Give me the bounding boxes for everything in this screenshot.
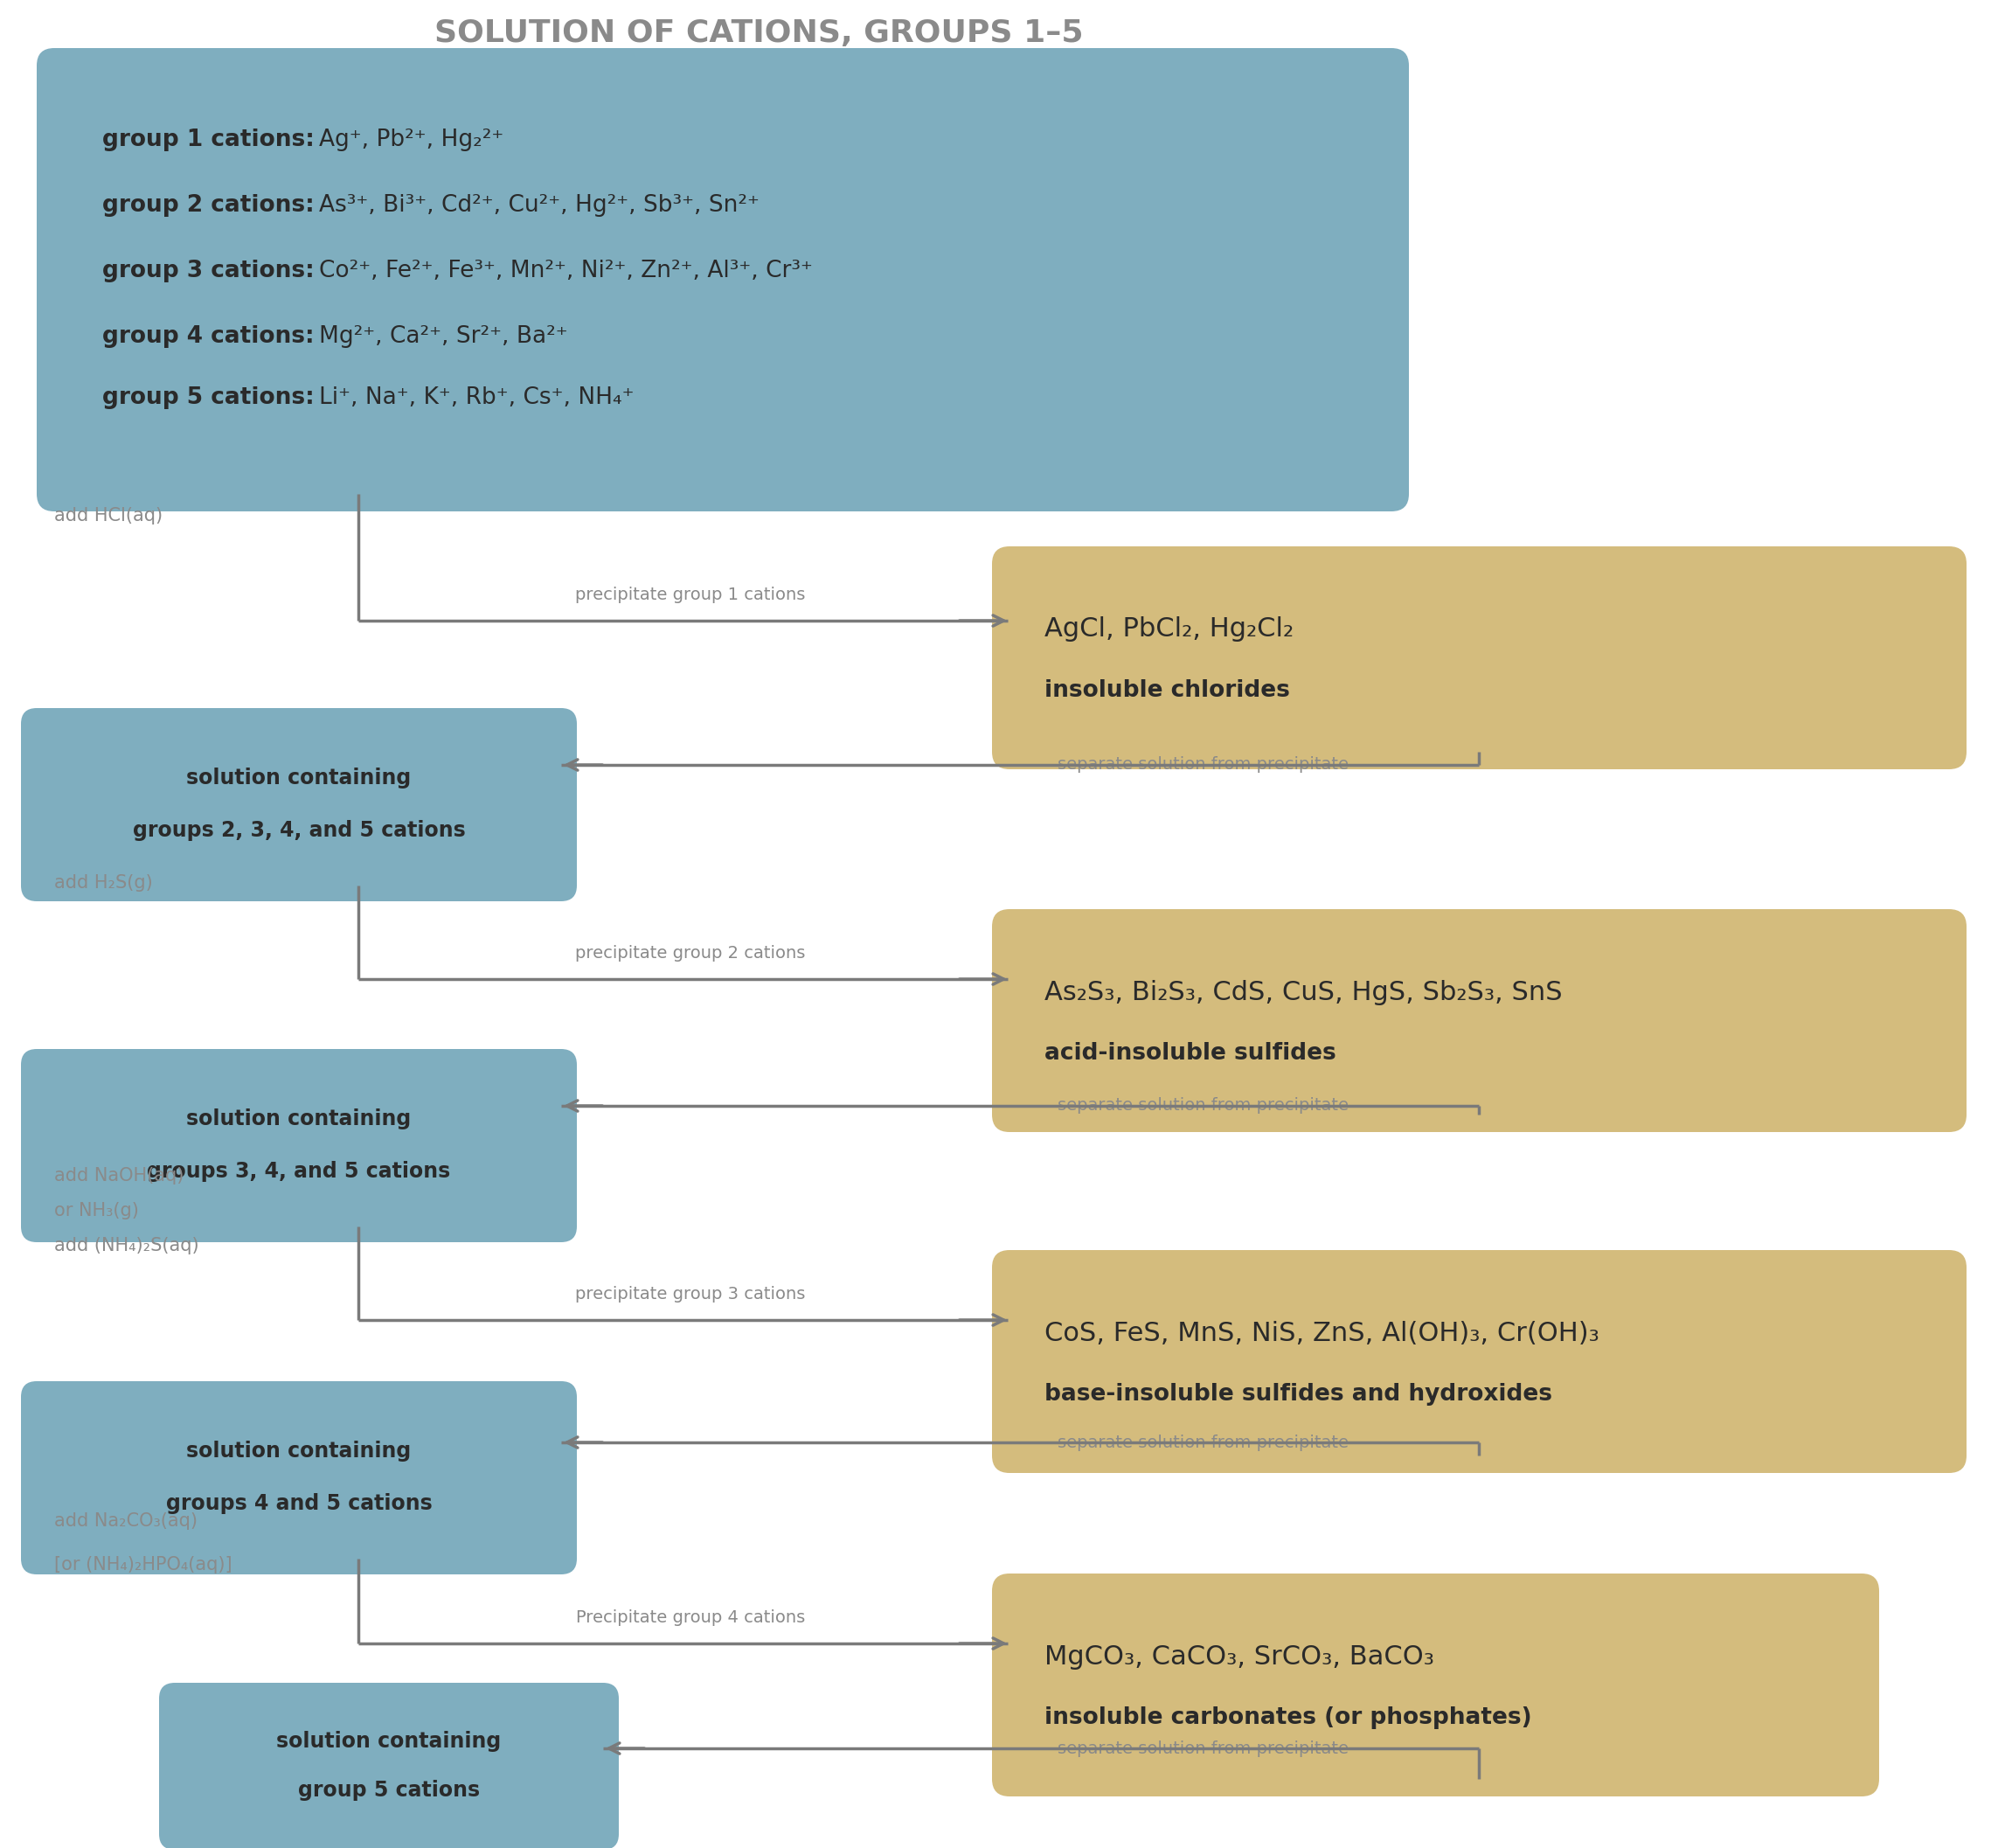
- Text: AgCl, PbCl₂, Hg₂Cl₂: AgCl, PbCl₂, Hg₂Cl₂: [1045, 617, 1293, 641]
- FancyBboxPatch shape: [160, 1684, 619, 1848]
- Text: add (NH₄)₂S(aq): add (NH₄)₂S(aq): [54, 1236, 200, 1255]
- Text: separate solution from precipitate: separate solution from precipitate: [1057, 1434, 1349, 1451]
- FancyBboxPatch shape: [20, 1380, 577, 1574]
- Text: acid-insoluble sulfides: acid-insoluble sulfides: [1045, 1042, 1337, 1064]
- Text: separate solution from precipitate: separate solution from precipitate: [1057, 1098, 1349, 1114]
- Text: group 1 cations:: group 1 cations:: [102, 129, 322, 152]
- Text: solution containing: solution containing: [186, 1109, 412, 1129]
- Text: group 3 cations:: group 3 cations:: [102, 259, 322, 283]
- Text: groups 3, 4, and 5 cations: groups 3, 4, and 5 cations: [148, 1161, 452, 1183]
- Text: group 5 cations:: group 5 cations:: [102, 386, 322, 408]
- Text: precipitate group 2 cations: precipitate group 2 cations: [575, 944, 805, 961]
- Text: group 5 cations: group 5 cations: [298, 1780, 480, 1800]
- Text: insoluble chlorides: insoluble chlorides: [1045, 680, 1291, 702]
- Text: add Na₂CO₃(aq): add Na₂CO₃(aq): [54, 1512, 198, 1530]
- Text: add NaOH(aq): add NaOH(aq): [54, 1168, 184, 1185]
- Text: group 4 cations:: group 4 cations:: [102, 325, 322, 347]
- Text: As₂S₃, Bi₂S₃, CdS, CuS, HgS, Sb₂S₃, SnS: As₂S₃, Bi₂S₃, CdS, CuS, HgS, Sb₂S₃, SnS: [1045, 979, 1562, 1005]
- Text: add H₂S(g): add H₂S(g): [54, 874, 152, 891]
- Text: Co²⁺, Fe²⁺, Fe³⁺, Mn²⁺, Ni²⁺, Zn²⁺, Al³⁺, Cr³⁺: Co²⁺, Fe²⁺, Fe³⁺, Mn²⁺, Ni²⁺, Zn²⁺, Al³⁺…: [320, 259, 813, 283]
- Text: Mg²⁺, Ca²⁺, Sr²⁺, Ba²⁺: Mg²⁺, Ca²⁺, Sr²⁺, Ba²⁺: [320, 325, 567, 347]
- Text: separate solution from precipitate: separate solution from precipitate: [1057, 1741, 1349, 1757]
- Text: base-insoluble sulfides and hydroxides: base-insoluble sulfides and hydroxides: [1045, 1382, 1552, 1406]
- Text: separate solution from precipitate: separate solution from precipitate: [1057, 756, 1349, 772]
- FancyBboxPatch shape: [36, 48, 1409, 512]
- Text: group 2 cations:: group 2 cations:: [102, 194, 322, 216]
- Text: Li⁺, Na⁺, K⁺, Rb⁺, Cs⁺, NH₄⁺: Li⁺, Na⁺, K⁺, Rb⁺, Cs⁺, NH₄⁺: [320, 386, 633, 408]
- Text: solution containing: solution containing: [186, 1441, 412, 1462]
- Text: solution containing: solution containing: [276, 1732, 501, 1752]
- Text: Ag⁺, Pb²⁺, Hg₂²⁺: Ag⁺, Pb²⁺, Hg₂²⁺: [320, 129, 503, 152]
- Text: add HCl(aq): add HCl(aq): [54, 506, 162, 525]
- Text: As³⁺, Bi³⁺, Cd²⁺, Cu²⁺, Hg²⁺, Sb³⁺, Sn²⁺: As³⁺, Bi³⁺, Cd²⁺, Cu²⁺, Hg²⁺, Sb³⁺, Sn²⁺: [320, 194, 759, 216]
- Text: MgCO₃, CaCO₃, SrCO₃, BaCO₃: MgCO₃, CaCO₃, SrCO₃, BaCO₃: [1045, 1645, 1435, 1669]
- Text: CoS, FeS, MnS, NiS, ZnS, Al(OH)₃, Cr(OH)₃: CoS, FeS, MnS, NiS, ZnS, Al(OH)₃, Cr(OH)…: [1045, 1321, 1598, 1345]
- FancyBboxPatch shape: [993, 1573, 1880, 1796]
- Text: [or (NH₄)₂HPO₄(aq)]: [or (NH₄)₂HPO₄(aq)]: [54, 1556, 232, 1573]
- Text: or NH₃(g): or NH₃(g): [54, 1201, 138, 1220]
- Text: Precipitate group 4 cations: Precipitate group 4 cations: [575, 1610, 805, 1626]
- FancyBboxPatch shape: [20, 708, 577, 902]
- Text: insoluble carbonates (or phosphates): insoluble carbonates (or phosphates): [1045, 1706, 1532, 1730]
- Text: SOLUTION OF CATIONS, GROUPS 1–5: SOLUTION OF CATIONS, GROUPS 1–5: [436, 18, 1083, 48]
- FancyBboxPatch shape: [993, 547, 1966, 769]
- FancyBboxPatch shape: [993, 909, 1966, 1133]
- Text: precipitate group 1 cations: precipitate group 1 cations: [575, 586, 805, 602]
- Text: precipitate group 3 cations: precipitate group 3 cations: [575, 1286, 805, 1303]
- Text: solution containing: solution containing: [186, 767, 412, 789]
- FancyBboxPatch shape: [20, 1050, 577, 1242]
- Text: groups 2, 3, 4, and 5 cations: groups 2, 3, 4, and 5 cations: [132, 821, 466, 841]
- FancyBboxPatch shape: [993, 1249, 1966, 1473]
- Text: groups 4 and 5 cations: groups 4 and 5 cations: [166, 1493, 432, 1514]
